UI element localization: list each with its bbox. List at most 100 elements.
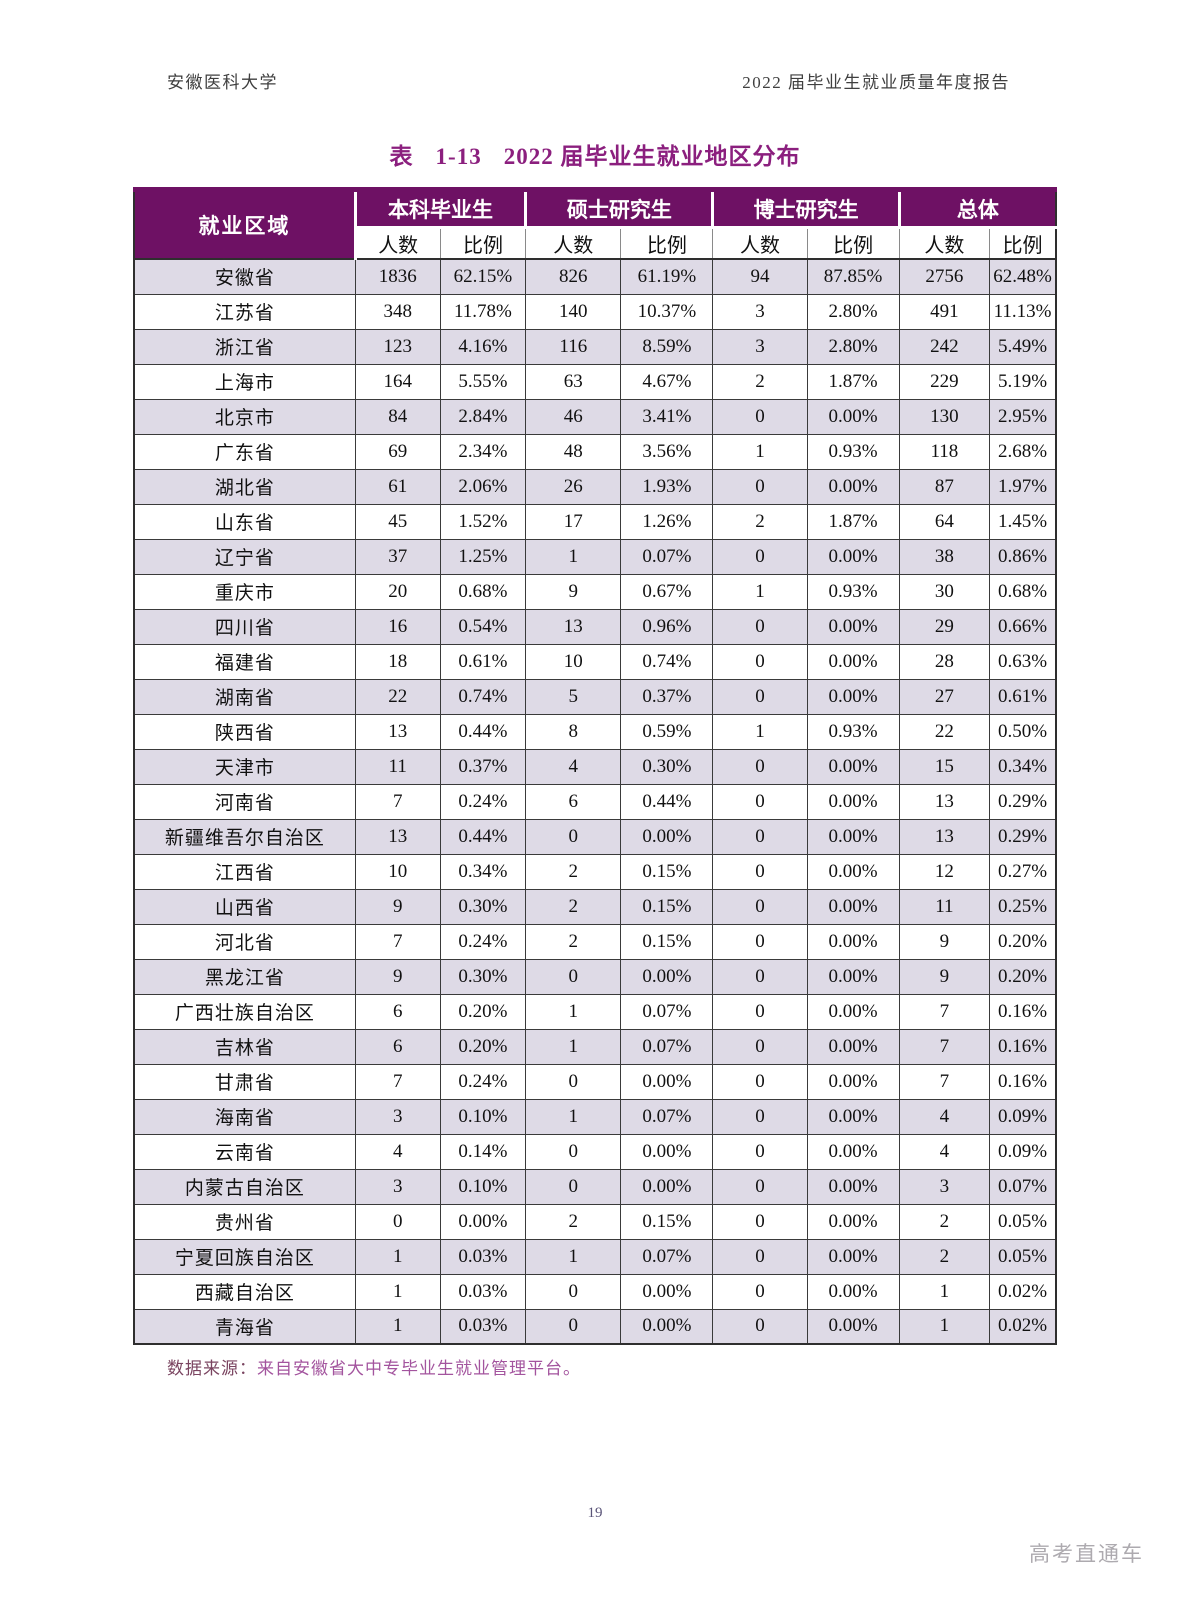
value-cell: 2 (525, 888, 622, 925)
value-cell: 87.85% (806, 258, 900, 295)
value-cell: 0.86% (989, 538, 1057, 575)
value-cell: 0 (712, 958, 808, 995)
value-cell: 0 (712, 398, 808, 435)
value-cell: 8.59% (620, 328, 714, 365)
value-cell: 0.00% (806, 608, 900, 645)
value-cell: 0.44% (439, 713, 527, 750)
value-cell: 0.66% (989, 608, 1057, 645)
column-group-doctor: 博士研究生 (711, 188, 901, 229)
value-cell: 6 (525, 783, 622, 820)
table-row: 湖北省 61 2.06% 26 1.93% 0 0.00% 87 1.97% (133, 468, 1057, 505)
value-cell: 0.00% (806, 1133, 900, 1170)
value-cell: 1 (712, 573, 808, 610)
subheader-count: 人数 (354, 227, 441, 260)
value-cell: 0 (712, 1063, 808, 1100)
value-cell: 0.00% (806, 748, 900, 785)
value-cell: 87 (898, 468, 991, 505)
value-cell: 0.93% (806, 713, 900, 750)
table-row: 上海市 164 5.55% 63 4.67% 2 1.87% 229 5.19% (133, 363, 1057, 400)
region-cell: 黑龙江省 (133, 958, 356, 995)
value-cell: 18 (354, 643, 441, 680)
value-cell: 0 (712, 853, 808, 890)
value-cell: 4 (898, 1098, 991, 1135)
value-cell: 0.00% (620, 1063, 714, 1100)
region-cell: 广东省 (133, 433, 356, 470)
value-cell: 4 (525, 748, 622, 785)
value-cell: 0 (712, 1273, 808, 1310)
value-cell: 0.00% (806, 993, 900, 1030)
value-cell: 0 (712, 608, 808, 645)
value-cell: 0.30% (439, 958, 527, 995)
value-cell: 1.87% (806, 363, 900, 400)
value-cell: 0.68% (989, 573, 1057, 610)
value-cell: 13 (898, 818, 991, 855)
value-cell: 4 (354, 1133, 441, 1170)
value-cell: 1 (525, 1028, 622, 1065)
value-cell: 1.97% (989, 468, 1057, 505)
value-cell: 2.84% (439, 398, 527, 435)
table-row: 北京市 84 2.84% 46 3.41% 0 0.00% 130 2.95% (133, 398, 1057, 435)
value-cell: 13 (525, 608, 622, 645)
table-row: 西藏自治区 1 0.03% 0 0.00% 0 0.00% 1 0.02% (133, 1273, 1057, 1310)
value-cell: 0.67% (620, 573, 714, 610)
value-cell: 826 (525, 258, 622, 295)
value-cell: 0.00% (620, 818, 714, 855)
value-cell: 130 (898, 398, 991, 435)
value-cell: 9 (354, 888, 441, 925)
region-cell: 云南省 (133, 1133, 356, 1170)
region-cell: 湖南省 (133, 678, 356, 715)
value-cell: 0 (712, 1168, 808, 1205)
table-row: 云南省 4 0.14% 0 0.00% 0 0.00% 4 0.09% (133, 1133, 1057, 1170)
value-cell: 3 (354, 1168, 441, 1205)
value-cell: 3 (712, 328, 808, 365)
value-cell: 11 (354, 748, 441, 785)
watermark: 高考直通车 (1029, 1542, 1144, 1566)
value-cell: 28 (898, 643, 991, 680)
value-cell: 5.49% (989, 328, 1057, 365)
value-cell: 0.03% (439, 1273, 527, 1310)
value-cell: 0.44% (620, 783, 714, 820)
table-row: 山西省 9 0.30% 2 0.15% 0 0.00% 11 0.25% (133, 888, 1057, 925)
region-cell: 新疆维吾尔自治区 (133, 818, 356, 855)
value-cell: 1 (712, 713, 808, 750)
table-title-text: 2022 届毕业生就业地区分布 (503, 144, 801, 169)
value-cell: 0.15% (620, 1203, 714, 1240)
value-cell: 7 (898, 993, 991, 1030)
value-cell: 5.19% (989, 363, 1057, 400)
value-cell: 10 (354, 853, 441, 890)
employment-region-table: 就业区域 本科毕业生 硕士研究生 博士研究生 总体 人数 比例 人数 比例 人数… (132, 187, 1058, 1345)
value-cell: 140 (525, 293, 622, 330)
table-row: 广东省 69 2.34% 48 3.56% 1 0.93% 118 2.68% (133, 433, 1057, 470)
value-cell: 94 (712, 258, 808, 295)
value-cell: 0.74% (439, 678, 527, 715)
table-row: 福建省 18 0.61% 10 0.74% 0 0.00% 28 0.63% (133, 643, 1057, 680)
region-cell: 天津市 (133, 748, 356, 785)
value-cell: 13 (354, 818, 441, 855)
value-cell: 0 (525, 1168, 622, 1205)
value-cell: 61 (354, 468, 441, 505)
value-cell: 13 (898, 783, 991, 820)
subheader-count: 人数 (898, 227, 991, 260)
value-cell: 3.41% (620, 398, 714, 435)
table-row: 甘肃省 7 0.24% 0 0.00% 0 0.00% 7 0.16% (133, 1063, 1057, 1100)
table-row: 内蒙古自治区 3 0.10% 0 0.00% 0 0.00% 3 0.07% (133, 1168, 1057, 1205)
value-cell: 1 (354, 1238, 441, 1275)
value-cell: 62.48% (989, 258, 1057, 295)
value-cell: 0.00% (806, 1273, 900, 1310)
value-cell: 0.05% (989, 1203, 1057, 1240)
table-row: 黑龙江省 9 0.30% 0 0.00% 0 0.00% 9 0.20% (133, 958, 1057, 995)
value-cell: 0.00% (806, 678, 900, 715)
table-row: 河南省 7 0.24% 6 0.44% 0 0.00% 13 0.29% (133, 783, 1057, 820)
value-cell: 0.34% (989, 748, 1057, 785)
value-cell: 0.74% (620, 643, 714, 680)
region-cell: 内蒙古自治区 (133, 1168, 356, 1205)
value-cell: 61.19% (620, 258, 714, 295)
subheader-ratio: 比例 (439, 227, 527, 260)
value-cell: 2 (525, 1203, 622, 1240)
table-row: 新疆维吾尔自治区 13 0.44% 0 0.00% 0 0.00% 13 0.29% (133, 818, 1057, 855)
value-cell: 2.06% (439, 468, 527, 505)
column-header-region: 就业区域 (132, 188, 357, 260)
value-cell: 2 (525, 923, 622, 960)
value-cell: 0 (712, 1308, 808, 1345)
region-cell: 山东省 (133, 503, 356, 540)
